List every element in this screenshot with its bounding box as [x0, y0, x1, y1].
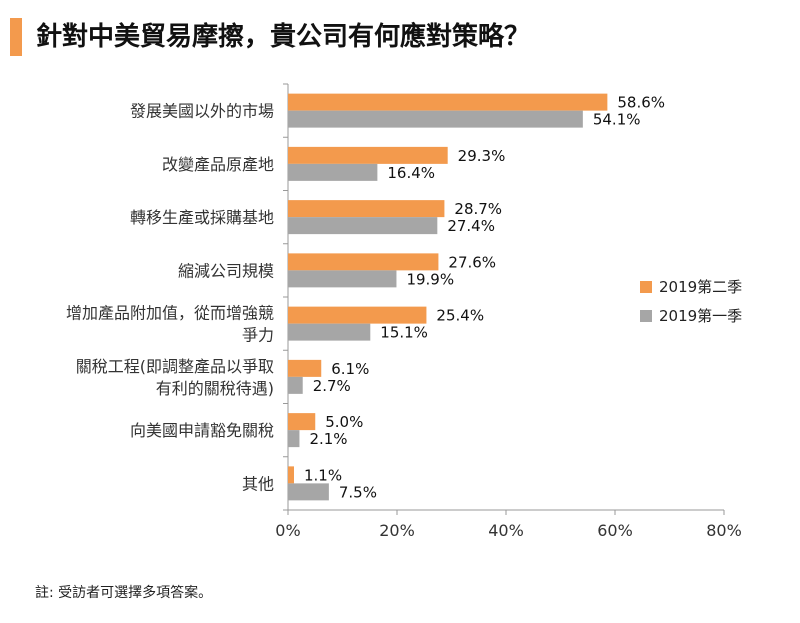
- category-label: 增加產品附加值，從而增強競: [66, 304, 274, 323]
- bar-value-label: 7.5%: [339, 483, 377, 501]
- bar-value-label: 25.4%: [436, 307, 484, 325]
- bar-q2: [288, 306, 427, 324]
- bar-q2: [288, 413, 316, 431]
- footnote: 註: 受訪者可選擇多項答案。: [35, 585, 213, 601]
- bar-value-label: 28.7%: [454, 200, 502, 218]
- bar-q2: [288, 253, 439, 271]
- bar-q2: [288, 200, 445, 218]
- page-title: 針對中美貿易摩擦，貴公司有何應對策略？: [36, 22, 531, 52]
- bar-q2: [288, 466, 294, 484]
- bar-q1: [288, 323, 371, 341]
- bar-value-label: 5.0%: [325, 413, 363, 431]
- category-label: 爭力: [242, 326, 274, 345]
- x-tick-label: 20%: [379, 521, 415, 540]
- bar-value-label: 6.1%: [331, 360, 369, 378]
- category-label: 其他: [242, 474, 274, 493]
- bar-value-label: 1.1%: [304, 466, 342, 484]
- bar-q2: [288, 359, 322, 377]
- bar-value-label: 19.9%: [406, 270, 454, 288]
- legend-label: 2019第一季: [659, 307, 742, 325]
- category-label: 發展美國以外的市場: [130, 102, 274, 121]
- bar-q1: [288, 217, 438, 235]
- bar-q1: [288, 110, 583, 128]
- bar-value-label: 29.3%: [458, 147, 506, 165]
- bar-q1: [288, 483, 329, 501]
- x-tick-label: 80%: [706, 521, 742, 540]
- title-accent-bar: [10, 18, 22, 56]
- bar-q1: [288, 270, 397, 288]
- x-tick-label: 60%: [597, 521, 633, 540]
- legend-swatch: [640, 310, 652, 322]
- x-tick-label: 0%: [275, 521, 300, 540]
- x-tick-label: 40%: [488, 521, 524, 540]
- category-label: 有利的關稅待遇): [156, 379, 274, 398]
- bar-value-label: 16.4%: [387, 164, 435, 182]
- bar-value-label: 54.1%: [593, 111, 641, 129]
- bar-value-label: 58.6%: [617, 94, 665, 112]
- bar-q2: [288, 93, 608, 111]
- category-label: 轉移生產或採購基地: [130, 208, 274, 227]
- category-label: 縮減公司規模: [178, 261, 274, 280]
- legend-label: 2019第二季: [659, 278, 742, 296]
- bar-value-label: 27.4%: [447, 217, 495, 235]
- bar-q1: [288, 163, 378, 181]
- bar-value-label: 2.7%: [313, 377, 351, 395]
- bar-value-label: 15.1%: [380, 324, 428, 342]
- category-label: 關稅工程(即調整產品以爭取: [76, 357, 274, 376]
- category-label: 向美國申請豁免關稅: [130, 421, 274, 440]
- legend-swatch: [640, 281, 652, 293]
- bar-q1: [288, 376, 303, 394]
- bar-q1: [288, 430, 300, 448]
- bar-value-label: 2.1%: [309, 430, 347, 448]
- category-label: 改變產品原產地: [162, 155, 274, 174]
- bar-value-label: 27.6%: [448, 253, 496, 271]
- bar-q2: [288, 146, 448, 164]
